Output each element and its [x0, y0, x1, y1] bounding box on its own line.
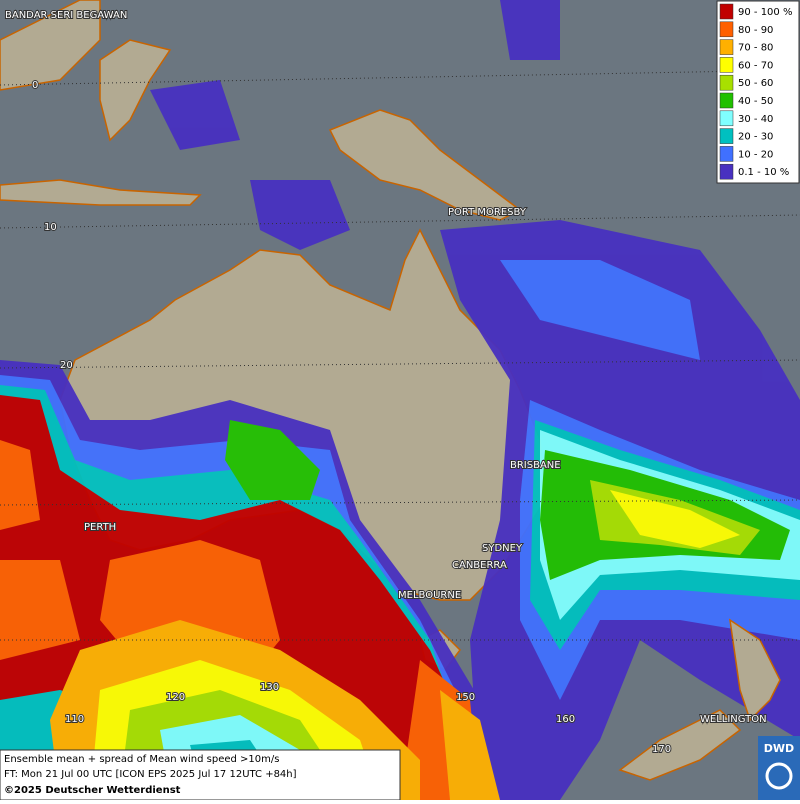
- nz-south: [618, 709, 742, 781]
- footer-box: [0, 749, 401, 801]
- place-label: PORT MORESBY: [448, 207, 527, 218]
- latitude-label: 10: [44, 222, 57, 233]
- latitude-label: 20: [60, 360, 73, 371]
- probability-area: [0, 560, 80, 660]
- legend-label: 10 - 20: [738, 149, 773, 160]
- legend-swatch: [719, 128, 734, 144]
- legend-label: 80 - 90: [738, 25, 773, 36]
- sulawesi: [99, 39, 172, 142]
- probability-area: [150, 80, 240, 150]
- legend-label: 0.1 - 10 %: [738, 167, 789, 178]
- footer: Ensemble mean + spread of Mean wind spee…: [0, 736, 800, 801]
- probability-area: [0, 440, 40, 530]
- legend-label: 20 - 30: [738, 132, 773, 143]
- legend-swatch: [719, 163, 734, 180]
- longitude-label: 120: [166, 692, 185, 703]
- longitude-label: 160: [556, 714, 575, 725]
- probability-area: [250, 180, 350, 250]
- legend-label: 90 - 100 %: [738, 7, 792, 18]
- legend-swatch: [719, 110, 734, 127]
- probability-area: [610, 490, 740, 548]
- borneo: [0, 0, 101, 91]
- place-label: PERTH: [84, 522, 116, 533]
- place-label: BRISBANE: [510, 460, 561, 471]
- grid-line: [0, 499, 800, 506]
- longitude-label: 110: [65, 714, 84, 725]
- legend-label: 70 - 80: [738, 43, 773, 54]
- grid-line: [0, 359, 800, 369]
- longitude-label: 130: [260, 682, 279, 693]
- legend-label: 30 - 40: [738, 114, 773, 125]
- legend-swatch: [719, 146, 734, 162]
- new-guinea: [328, 109, 522, 221]
- footer-title: Ensemble mean + spread of Mean wind spee…: [4, 754, 279, 765]
- legend-label: 60 - 70: [738, 60, 773, 71]
- legend: 90 - 100 % 80 - 90 70 - 80 60 - 70 50 - 60 40…: [716, 0, 800, 184]
- grid-line: [0, 214, 800, 229]
- place-label: WELLINGTON: [700, 714, 767, 725]
- footer-copyright: ©2025 Deutscher Wetterdienst: [4, 785, 181, 796]
- longitude-label: 150: [456, 692, 475, 703]
- legend-swatch: [719, 57, 734, 73]
- probability-area: [500, 260, 700, 360]
- legend-swatch: [719, 39, 734, 55]
- logo-icon: [765, 762, 793, 790]
- place-label: CANBERRA: [452, 560, 507, 571]
- graticule: [0, 69, 800, 641]
- place-label: BANDAR SERI BEGAWAN: [5, 10, 127, 21]
- legend-label: 40 - 50: [738, 96, 773, 107]
- probability-area: [440, 690, 500, 800]
- place-label: SYDNEY: [482, 543, 523, 554]
- probability-area: [225, 420, 320, 500]
- labels: BANDAR SERI BEGAWAN PORT MORESBY BRISBAN…: [4, 9, 768, 756]
- longitude-label: 170: [652, 744, 671, 755]
- latitude-label: 0: [32, 80, 38, 91]
- footer-forecast: FT: Mon 21 Jul 00 UTC [ICON EPS 2025 Jul…: [4, 769, 297, 780]
- legend-swatch: [719, 92, 734, 109]
- place-label: MELBOURNE: [398, 590, 461, 601]
- logo: DWD: [764, 742, 794, 755]
- legend-swatch: [719, 74, 734, 91]
- grid-line: [0, 69, 800, 86]
- islands: [0, 179, 202, 206]
- legend-swatch: [719, 21, 734, 38]
- legend-label: 50 - 60: [738, 78, 773, 89]
- legend-swatch: [719, 3, 734, 20]
- probability-area: [500, 0, 560, 60]
